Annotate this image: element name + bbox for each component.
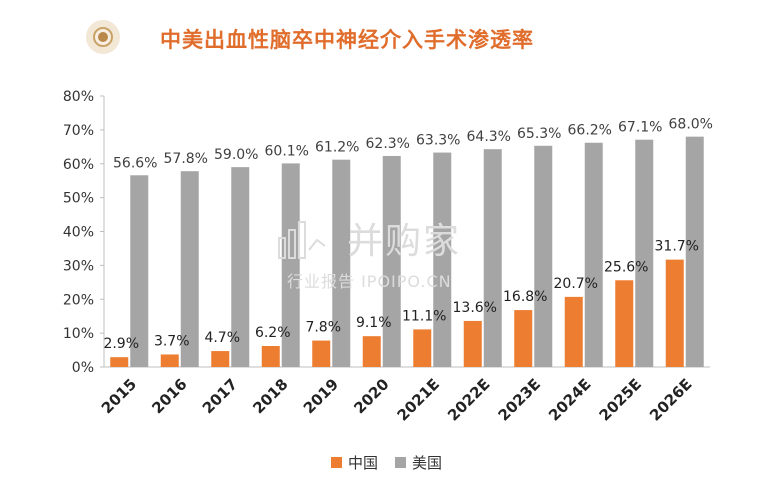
bar-china [312,340,331,367]
badge-dot [98,32,108,42]
title-badge-icon [86,20,120,54]
data-label-china: 25.6% [604,259,648,275]
data-label-usa: 57.8% [164,151,208,167]
bar-china [362,336,381,367]
data-label-china: 9.1% [356,315,392,331]
x-tick-label: 2015 [98,375,140,417]
bar-usa [180,171,199,367]
data-label-china: 16.8% [503,289,547,305]
y-tick-label: 10% [63,326,94,342]
bar-china [564,296,583,367]
y-tick-label: 0% [72,360,94,376]
x-tick-label: 2017 [199,375,241,417]
chart-title: 中美出血性脑卒中神经介入手术渗透率 [160,28,534,52]
bar-usa [382,155,401,367]
bar-china [413,329,432,367]
bar-china [261,345,280,367]
x-tick-label: 2026E [646,375,695,424]
y-tick-label: 50% [63,191,94,207]
legend-label-china: 中国 [348,454,379,472]
data-label-china: 13.6% [453,300,497,316]
data-label-usa: 56.6% [113,155,157,171]
bar-usa [685,136,704,367]
legend-label-usa: 美国 [412,454,443,472]
data-label-china: 3.7% [154,333,190,349]
x-tick-label: 2025E [596,375,645,424]
bar-usa [433,152,452,367]
y-tick-label: 30% [63,258,94,274]
data-label-china: 4.7% [204,330,240,346]
data-label-china: 2.9% [103,336,139,352]
chart-header: 中美出血性脑卒中神经介入手术渗透率 [0,0,761,78]
data-label-usa: 62.3% [366,136,410,152]
data-label-usa: 63.3% [416,133,460,149]
legend-item-usa: 美国 [395,452,442,473]
bar-china [514,310,533,367]
bar-china [463,320,482,367]
data-label-usa: 64.3% [467,129,511,145]
x-tick-label: 2018 [249,375,291,417]
legend-item-china: 中国 [331,452,378,473]
legend-swatch-china [331,457,342,468]
data-label-usa: 67.1% [618,120,662,136]
y-tick-label: 70% [63,123,94,139]
bar-china [160,354,179,367]
data-label-usa: 68.0% [669,117,713,133]
bar-usa [231,167,250,367]
data-label-usa: 59.0% [214,147,258,163]
y-tick-label: 20% [63,292,94,308]
x-tick-label: 2020 [350,375,392,417]
x-tick-label: 2021E [394,375,443,424]
data-label-usa: 65.3% [517,126,561,142]
y-tick-label: 80% [63,89,94,105]
x-tick-label: 2016 [148,375,190,417]
x-tick-label: 2024E [545,375,594,424]
x-tick-label: 2019 [300,375,342,417]
data-label-china: 6.2% [255,325,291,341]
bar-usa [332,159,351,367]
bar-usa [584,142,603,367]
data-label-china: 20.7% [554,276,598,292]
y-tick-label: 60% [63,157,94,173]
bar-china [211,351,230,367]
bar-china [665,259,684,367]
bar-china [110,357,129,367]
data-label-usa: 66.2% [568,123,612,139]
data-label-china: 7.8% [305,320,341,336]
data-label-usa: 61.2% [315,140,359,156]
bar-usa [483,149,502,367]
bar-china [615,280,634,367]
data-label-china: 31.7% [655,239,699,255]
x-tick-label: 2022E [444,375,493,424]
bar-usa [635,139,654,367]
bar-usa [534,145,553,367]
bar-usa [130,175,149,367]
data-label-usa: 60.1% [265,143,309,159]
chart-legend: 中国 美国 [0,452,761,476]
bar-usa [281,163,300,367]
y-tick-label: 40% [63,225,94,241]
legend-swatch-usa [395,457,406,468]
x-tick-label: 2023E [495,375,544,424]
data-label-china: 11.1% [402,308,446,324]
